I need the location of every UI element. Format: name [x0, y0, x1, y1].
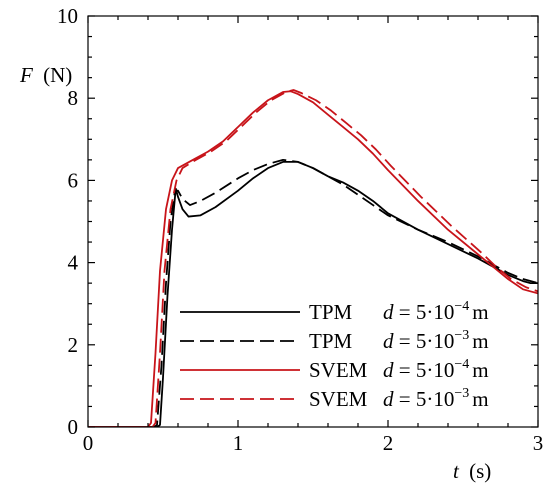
y-tick-label: 0	[68, 415, 79, 439]
y-axis-variable: F	[19, 63, 33, 87]
legend-param-var: d	[383, 358, 394, 382]
legend-param-value: = 5·10	[394, 358, 455, 382]
legend-param-var: d	[383, 387, 394, 411]
legend-param-value: = 5·10	[394, 387, 455, 411]
y-tick-label: 4	[68, 251, 79, 275]
x-axis-label: t (s)	[453, 459, 491, 483]
legend-name-3: SVEM	[309, 358, 368, 382]
y-tick-label: 2	[68, 333, 79, 357]
x-tick-label: 2	[383, 431, 394, 455]
series-line-2	[88, 158, 538, 427]
x-tick-label: 3	[533, 431, 544, 455]
series-line-4	[88, 89, 538, 427]
legend-param-exponent: −3	[454, 328, 469, 343]
legend-name-4: SVEM	[309, 387, 368, 411]
legend-param-unit: m	[472, 358, 488, 382]
tick-labels: 0 1 2 3 0 2 4 6 8 10	[57, 4, 543, 455]
legend-name-2: TPM	[309, 329, 353, 353]
legend-param-unit: m	[472, 300, 488, 324]
series-line-1	[88, 161, 538, 427]
legend-param-3: d = 5·10−4 m	[383, 357, 489, 382]
legend-param-var: d	[383, 329, 394, 353]
legend-param-1: d = 5·10−4 m	[383, 299, 489, 324]
legend-param-exponent: −4	[454, 357, 469, 372]
legend-param-var: d	[383, 300, 394, 324]
y-tick-label: 10	[57, 4, 78, 28]
x-tick-label: 1	[233, 431, 244, 455]
y-tick-label: 8	[68, 86, 79, 110]
series-layer	[88, 89, 538, 427]
legend-param-value: = 5·10	[394, 329, 455, 353]
axes	[87, 15, 539, 428]
y-axis-label: F (N)	[19, 63, 72, 87]
legend-param-value: = 5·10	[394, 300, 455, 324]
y-axis-unit: (N)	[43, 63, 72, 87]
legend-param-unit: m	[472, 387, 488, 411]
legend-param-2: d = 5·10−3 m	[383, 328, 489, 353]
x-tick-label: 0	[83, 431, 94, 455]
legend-param-exponent: −4	[454, 299, 469, 314]
legend-param-unit: m	[472, 329, 488, 353]
x-axis-variable: t	[453, 459, 460, 483]
legend-name-1: TPM	[309, 300, 353, 324]
series-line-3	[88, 90, 538, 427]
x-axis-unit: (s)	[469, 459, 491, 483]
legend-param-exponent: −3	[454, 386, 469, 401]
y-tick-label: 6	[68, 168, 79, 192]
legend-param-4: d = 5·10−3 m	[383, 386, 489, 411]
